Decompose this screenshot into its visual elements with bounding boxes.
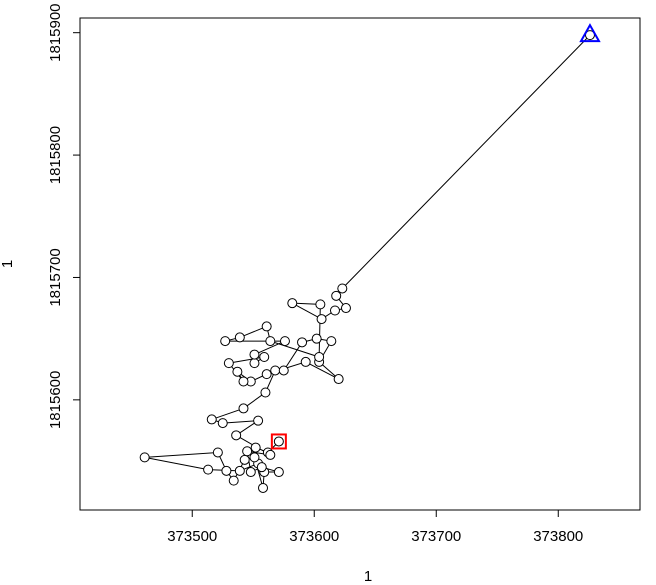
point bbox=[253, 415, 264, 426]
y-tick-label: 1815600 bbox=[47, 371, 64, 429]
point bbox=[212, 447, 223, 458]
end-marker bbox=[579, 23, 601, 43]
point bbox=[314, 352, 325, 363]
point bbox=[203, 464, 214, 475]
point bbox=[273, 467, 284, 478]
point bbox=[223, 358, 234, 369]
point bbox=[261, 369, 272, 380]
point bbox=[326, 336, 337, 347]
point bbox=[231, 430, 242, 441]
point bbox=[239, 454, 250, 465]
point bbox=[249, 452, 260, 463]
point bbox=[331, 290, 342, 301]
point bbox=[220, 336, 231, 347]
point bbox=[238, 403, 249, 414]
point bbox=[297, 337, 308, 348]
point bbox=[278, 365, 289, 376]
point bbox=[261, 321, 272, 332]
x-axis-label: 1 bbox=[364, 568, 372, 585]
y-axis-label: 1 bbox=[0, 260, 16, 268]
point bbox=[249, 349, 260, 360]
point bbox=[273, 436, 284, 447]
y-tick-label: 1815700 bbox=[47, 248, 64, 306]
point bbox=[316, 314, 327, 325]
point bbox=[242, 446, 253, 457]
point bbox=[234, 465, 245, 476]
point bbox=[265, 449, 276, 460]
point bbox=[259, 352, 270, 363]
point bbox=[265, 336, 276, 347]
point bbox=[139, 452, 150, 463]
point bbox=[249, 358, 260, 369]
start-marker bbox=[270, 433, 287, 450]
point bbox=[258, 482, 269, 493]
point bbox=[217, 418, 228, 429]
point bbox=[234, 332, 245, 343]
point bbox=[256, 462, 267, 473]
x-tick-label: 373600 bbox=[289, 528, 339, 545]
x-tick-label: 373800 bbox=[533, 528, 583, 545]
plot-box bbox=[79, 17, 641, 511]
point bbox=[337, 283, 348, 294]
point bbox=[260, 387, 271, 398]
point bbox=[333, 374, 344, 385]
point bbox=[228, 475, 239, 486]
point bbox=[238, 376, 249, 387]
point bbox=[250, 442, 261, 453]
point bbox=[287, 298, 298, 309]
point bbox=[232, 366, 243, 377]
point bbox=[279, 336, 290, 347]
point bbox=[270, 365, 281, 376]
x-tick-label: 373700 bbox=[411, 528, 461, 545]
point bbox=[315, 299, 326, 310]
y-tick-label: 1815900 bbox=[47, 3, 64, 61]
point bbox=[311, 333, 322, 344]
point bbox=[329, 305, 340, 316]
x-tick-label: 373500 bbox=[167, 528, 217, 545]
point bbox=[300, 356, 311, 367]
y-tick-label: 1815800 bbox=[47, 126, 64, 184]
point bbox=[340, 303, 351, 314]
point bbox=[221, 465, 232, 476]
point bbox=[245, 467, 256, 478]
point bbox=[206, 414, 217, 425]
